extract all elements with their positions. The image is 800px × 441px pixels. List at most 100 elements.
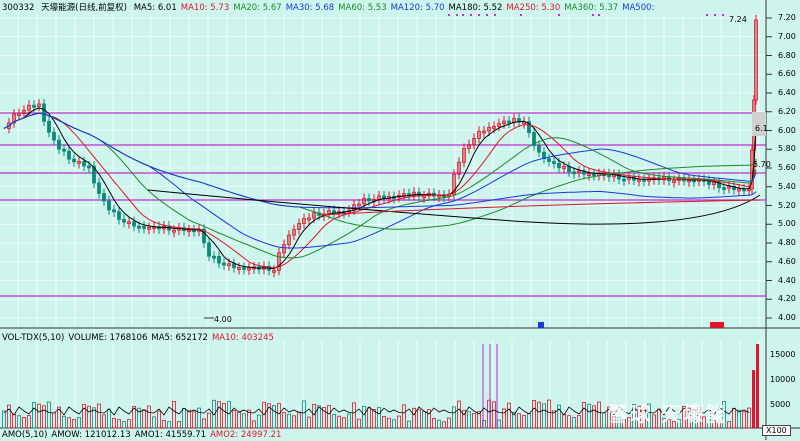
volume-bar bbox=[647, 403, 651, 429]
volume-bar bbox=[262, 401, 266, 429]
volume-bar bbox=[722, 401, 726, 429]
volume-bar bbox=[342, 417, 346, 429]
candle-body bbox=[477, 131, 481, 139]
candle-body bbox=[302, 218, 306, 224]
volume-bar bbox=[387, 417, 391, 429]
high-price-label: 7.24 bbox=[729, 15, 747, 24]
volume-bar bbox=[252, 420, 256, 429]
volume-bar bbox=[382, 415, 386, 429]
candle-body bbox=[457, 161, 461, 175]
volume-bar bbox=[467, 411, 471, 429]
volume-bar bbox=[407, 420, 411, 429]
volume-bar bbox=[397, 415, 401, 429]
volume-bar bbox=[122, 421, 126, 429]
candle-body bbox=[587, 173, 591, 177]
volume-bar bbox=[437, 419, 441, 429]
price-tick-label: 4.40 bbox=[778, 275, 796, 285]
candle-body bbox=[567, 166, 571, 173]
candle-body bbox=[42, 103, 46, 122]
volume-bar bbox=[622, 419, 626, 429]
price-tick-label: 6.80 bbox=[778, 50, 796, 60]
volume-bar bbox=[442, 421, 446, 429]
watermark: 雪球 天壕能 bbox=[608, 402, 727, 426]
volume-bar bbox=[167, 421, 171, 429]
candle-body bbox=[537, 145, 541, 153]
candle-body bbox=[242, 267, 246, 270]
event-marker bbox=[598, 14, 600, 16]
candle-body bbox=[172, 229, 176, 233]
price-tick-label: 4.00 bbox=[778, 313, 796, 322]
volume-bar bbox=[592, 405, 596, 429]
volume-bar bbox=[547, 399, 551, 429]
volume-bar bbox=[682, 405, 686, 429]
ma5-line bbox=[3, 107, 757, 270]
amo-label-3: AMO2: 24997.21 bbox=[210, 430, 282, 440]
ma-label-7: MA250: 5.30 bbox=[506, 3, 561, 13]
price-tick-label: 4.80 bbox=[778, 238, 796, 247]
volume-bar bbox=[432, 417, 436, 429]
ma10-line bbox=[3, 112, 757, 269]
volume-bar bbox=[742, 411, 746, 429]
volume-bar bbox=[507, 402, 511, 429]
volume-bar bbox=[197, 407, 201, 429]
stock-code: 300332 bbox=[2, 3, 35, 13]
amo-label-1: AMOW: 121012.13 bbox=[51, 430, 131, 440]
volume-bar bbox=[687, 407, 691, 429]
volume-bar bbox=[2, 410, 6, 429]
candle-body bbox=[62, 148, 66, 152]
event-marker bbox=[456, 14, 458, 16]
volume-bar bbox=[372, 409, 376, 429]
event-marker bbox=[448, 14, 450, 16]
candle-body bbox=[592, 173, 596, 177]
candle-body bbox=[472, 138, 476, 145]
ma-label-0: MA5: 6.01 bbox=[133, 3, 177, 13]
volume-bar bbox=[177, 421, 181, 429]
candle-body bbox=[712, 182, 716, 185]
ma120-line bbox=[3, 112, 757, 209]
x100-badge[interactable]: X100 bbox=[762, 425, 791, 436]
price-tick-label: 6.60 bbox=[778, 69, 796, 79]
candle-body bbox=[492, 125, 496, 129]
stock-name: 天壕能源(日线,前复权) bbox=[41, 3, 127, 13]
candle-body bbox=[122, 219, 126, 223]
volume-bar bbox=[727, 421, 731, 429]
volume-bar bbox=[587, 403, 591, 429]
volume-bar bbox=[127, 419, 131, 429]
price-tick-label: 5.20 bbox=[778, 200, 796, 210]
info-marker bbox=[710, 322, 724, 328]
volume-bar bbox=[137, 407, 141, 429]
volume-bar bbox=[522, 415, 526, 429]
volume-bar bbox=[227, 401, 231, 429]
volume-bar-latest bbox=[756, 344, 759, 428]
volume-bar bbox=[512, 411, 516, 429]
volume-bar bbox=[502, 408, 506, 429]
volume-bar bbox=[477, 411, 481, 429]
volume-bar bbox=[212, 399, 216, 429]
vol-label-3: MA10: 403245 bbox=[211, 333, 274, 343]
volume-bar bbox=[317, 405, 321, 429]
volume-bar bbox=[307, 416, 311, 429]
volume-bar bbox=[292, 415, 296, 429]
candle-body bbox=[87, 165, 91, 169]
volume-bar bbox=[717, 421, 721, 429]
volume-bar bbox=[202, 418, 206, 429]
vol-label-2: MA5: 652172 bbox=[151, 333, 208, 343]
volume-bar bbox=[67, 417, 71, 429]
candle-body bbox=[32, 104, 36, 108]
event-marker bbox=[558, 14, 560, 16]
volume-bar bbox=[337, 415, 341, 429]
ma-label-3: MA30: 5.68 bbox=[285, 3, 335, 13]
price-tick-label: 6.00 bbox=[778, 125, 796, 135]
volume-ma5-line bbox=[3, 406, 750, 416]
candle-body bbox=[412, 191, 416, 196]
candle-body bbox=[577, 170, 581, 174]
candle-body bbox=[402, 193, 406, 196]
volume-bar bbox=[452, 406, 456, 429]
price-tick-label: 7.20 bbox=[778, 13, 796, 22]
price-tick-label: 6.40 bbox=[778, 88, 796, 97]
price-tick-label: 5.60 bbox=[778, 163, 796, 172]
volume-bar bbox=[312, 403, 316, 429]
candle-body bbox=[137, 225, 141, 229]
amo-label-2: AMO1: 41559.71 bbox=[134, 430, 207, 440]
